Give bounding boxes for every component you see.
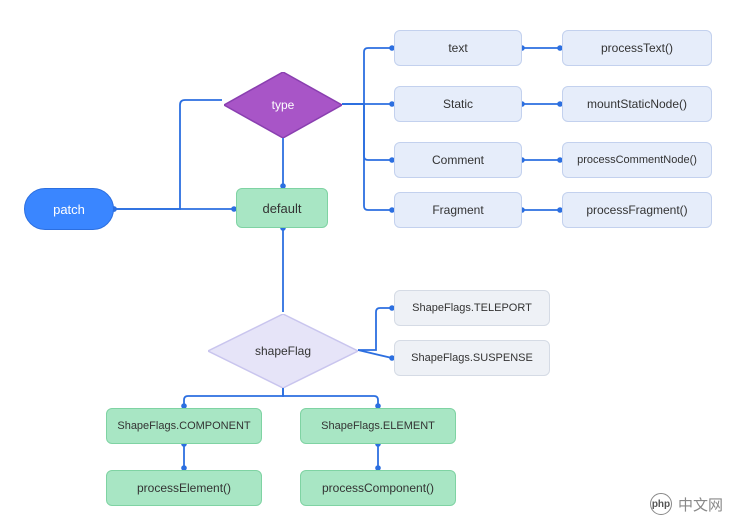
edge-type-comment bbox=[342, 104, 392, 160]
node-process_text: processText() bbox=[562, 30, 712, 66]
node-suspense: ShapeFlags.SUSPENSE bbox=[394, 340, 550, 376]
node-default: default bbox=[236, 188, 328, 228]
node-label-type: type bbox=[272, 98, 295, 112]
node-process_component: processComponent() bbox=[300, 470, 456, 506]
watermark: php 中文网 bbox=[650, 493, 723, 515]
node-label-static: Static bbox=[443, 97, 473, 111]
watermark-label: 中文网 bbox=[678, 494, 723, 515]
edge-shapeflag-sf_component bbox=[184, 388, 283, 406]
node-sf_element: ShapeFlags.ELEMENT bbox=[300, 408, 456, 444]
node-mount_static: mountStaticNode() bbox=[562, 86, 712, 122]
node-label-shapeflag: shapeFlag bbox=[255, 344, 311, 358]
edges-layer bbox=[0, 0, 737, 523]
edge-type-fragment bbox=[342, 104, 392, 210]
node-label-process_text: processText() bbox=[601, 41, 673, 55]
php-logo-icon: php bbox=[650, 493, 672, 515]
edge-shapeflag-suspense bbox=[358, 350, 392, 358]
node-label-patch: patch bbox=[53, 202, 85, 217]
edge-shapeflag-teleport bbox=[358, 308, 392, 350]
node-label-default: default bbox=[262, 201, 301, 216]
edge-shapeflag-sf_element bbox=[283, 388, 378, 406]
node-label-process_component: processComponent() bbox=[322, 481, 434, 495]
node-process_comment: processCommentNode() bbox=[562, 142, 712, 178]
node-label-process_fragment: processFragment() bbox=[586, 203, 687, 217]
node-process_element: processElement() bbox=[106, 470, 262, 506]
node-label-sf_component: ShapeFlags.COMPONENT bbox=[117, 420, 250, 432]
node-label-suspense: ShapeFlags.SUSPENSE bbox=[411, 352, 533, 364]
node-label-mount_static: mountStaticNode() bbox=[587, 97, 687, 111]
node-shapeflag: shapeFlag bbox=[208, 314, 358, 388]
node-label-process_element: processElement() bbox=[137, 481, 231, 495]
edge-patch-type bbox=[114, 100, 222, 209]
node-patch: patch bbox=[24, 188, 114, 230]
node-text: text bbox=[394, 30, 522, 66]
node-teleport: ShapeFlags.TELEPORT bbox=[394, 290, 550, 326]
node-label-process_comment: processCommentNode() bbox=[577, 154, 697, 166]
edge-type-text bbox=[342, 48, 392, 104]
node-type: type bbox=[224, 72, 342, 138]
node-label-sf_element: ShapeFlags.ELEMENT bbox=[321, 420, 435, 432]
node-process_fragment: processFragment() bbox=[562, 192, 712, 228]
node-sf_component: ShapeFlags.COMPONENT bbox=[106, 408, 262, 444]
node-fragment: Fragment bbox=[394, 192, 522, 228]
node-label-teleport: ShapeFlags.TELEPORT bbox=[412, 302, 532, 314]
node-static: Static bbox=[394, 86, 522, 122]
node-comment: Comment bbox=[394, 142, 522, 178]
node-label-text: text bbox=[448, 41, 467, 55]
node-label-fragment: Fragment bbox=[432, 203, 483, 217]
node-label-comment: Comment bbox=[432, 153, 484, 167]
